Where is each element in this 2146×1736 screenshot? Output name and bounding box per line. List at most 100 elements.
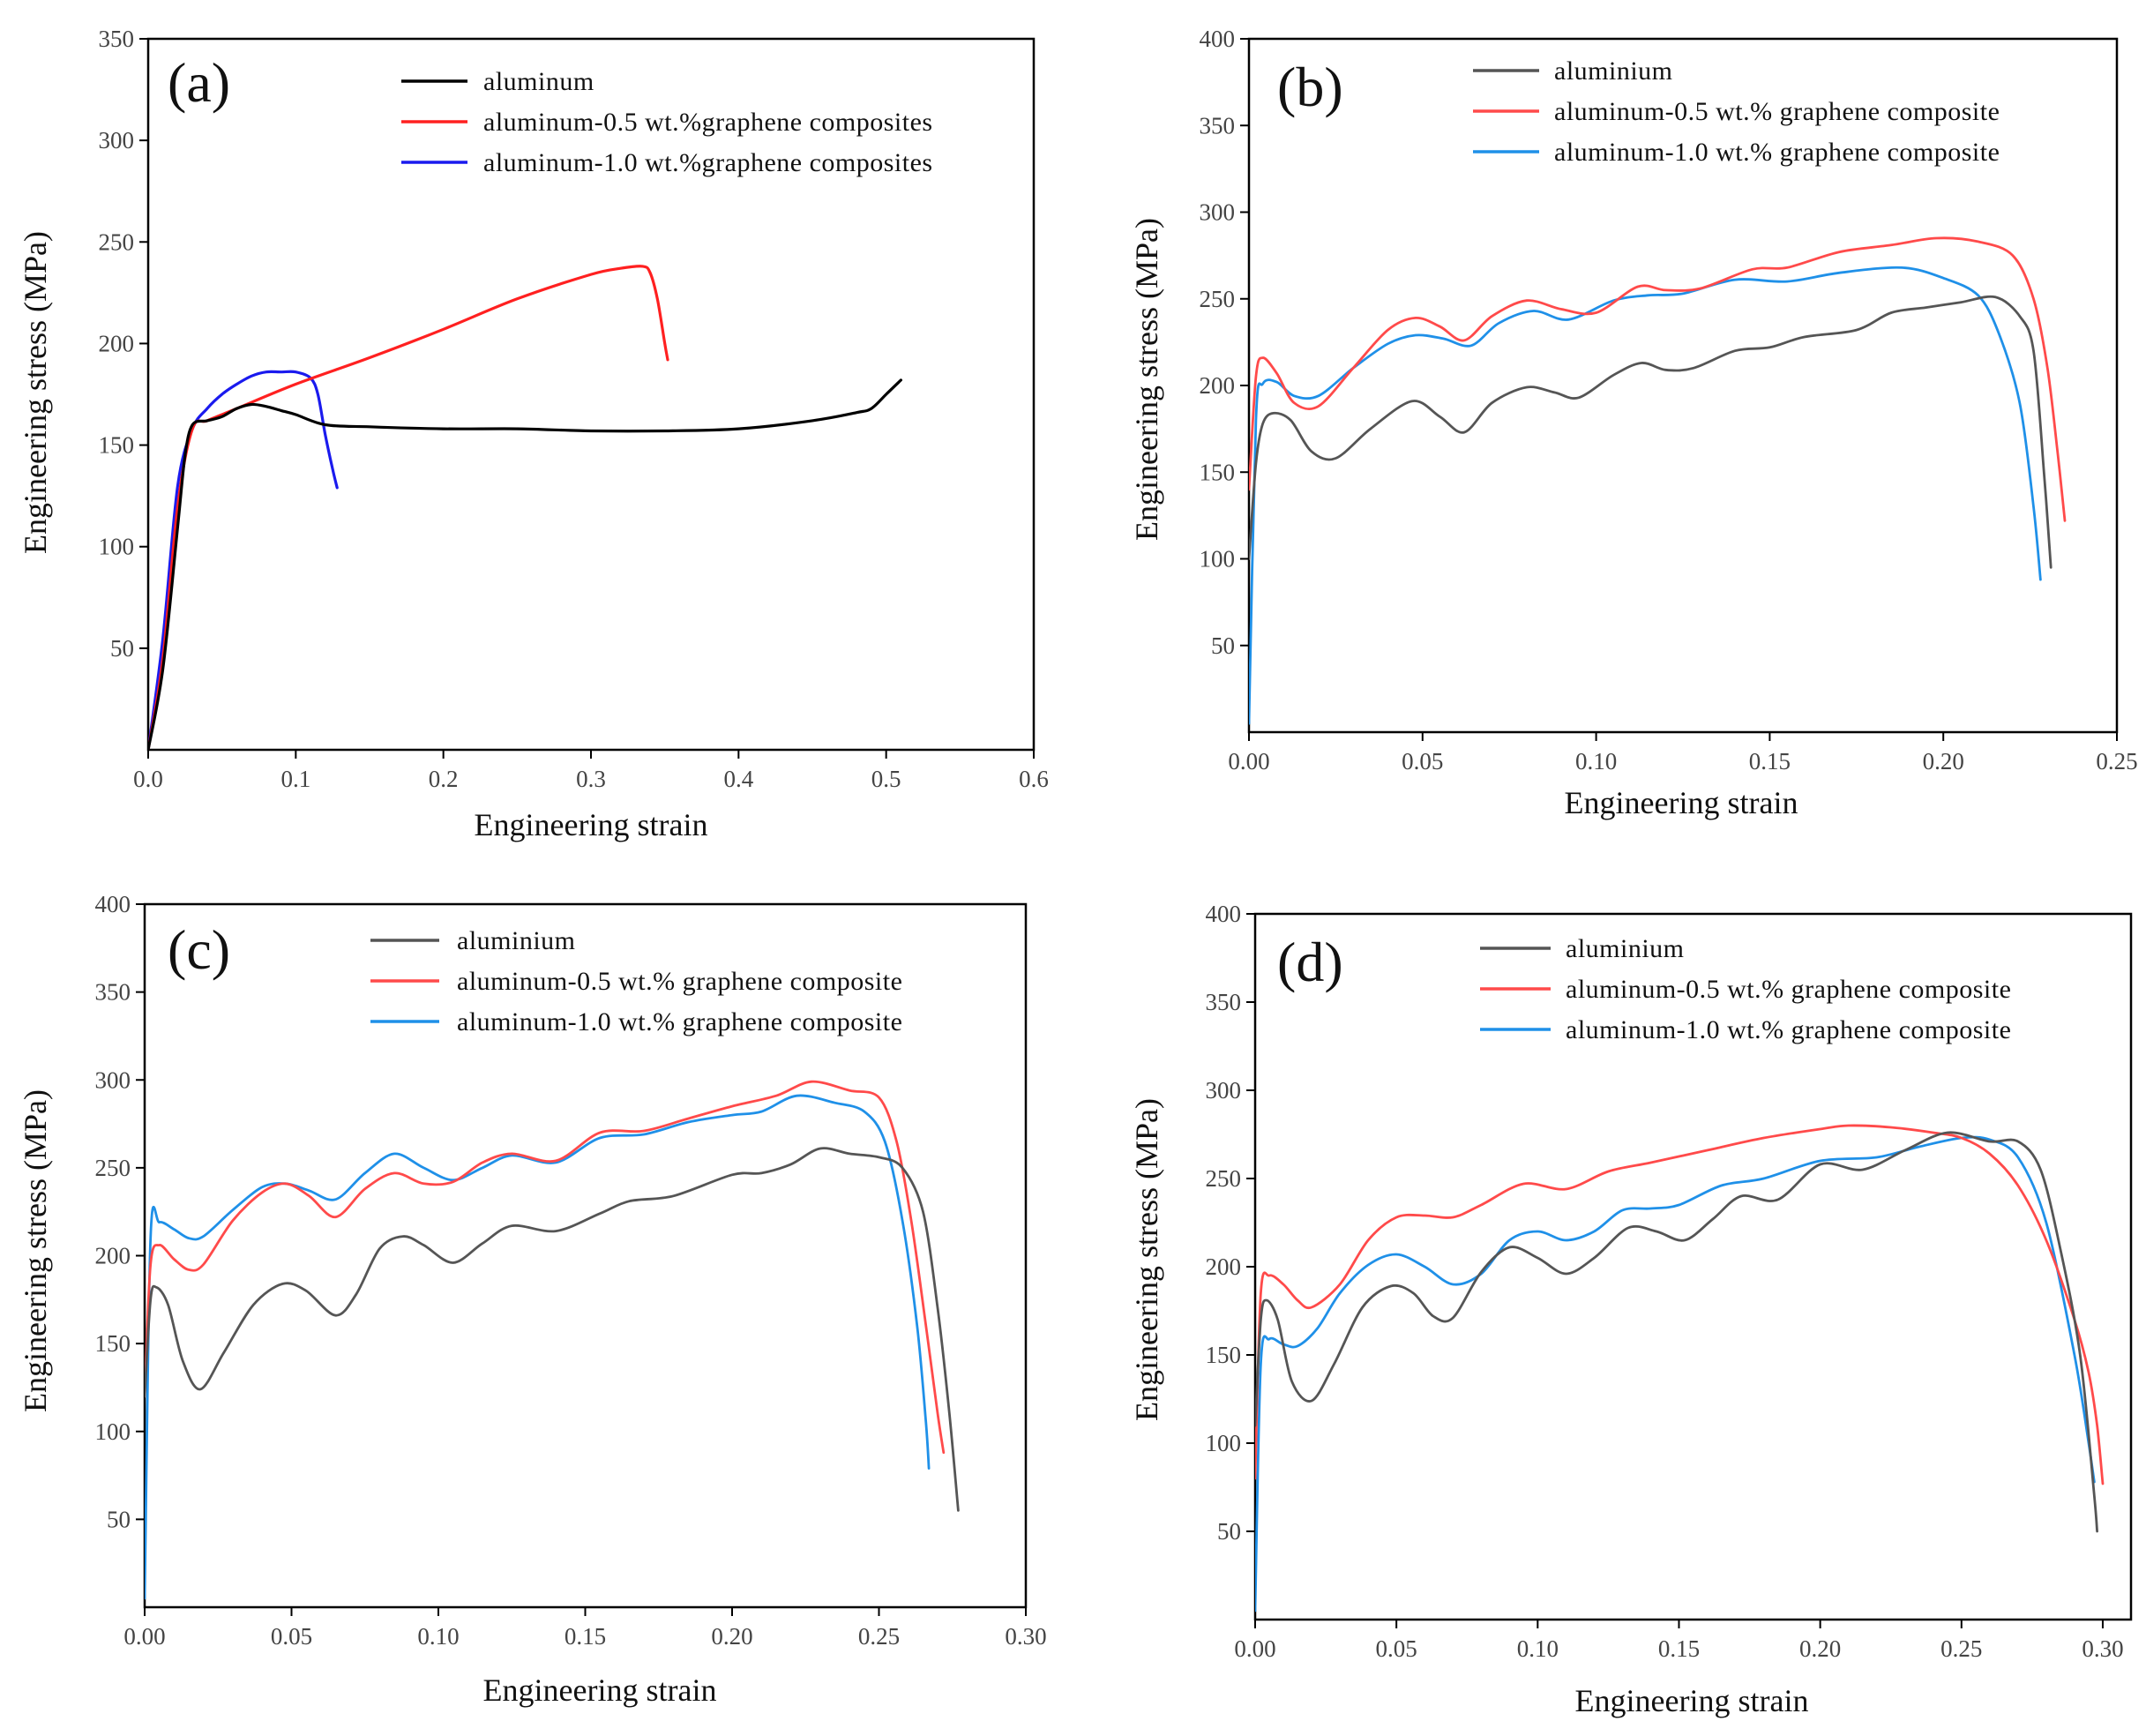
y-tick-label: 200 (1206, 1253, 1242, 1280)
panel-c: 0.00 0.05 0.10 0.15 0.20 0.25 0.30 50 100 150 200 2… (18, 891, 1047, 1708)
series-line (145, 1080, 946, 1455)
series-line (148, 370, 339, 750)
panel-b: 0.00 0.05 0.10 0.15 0.20 0.25 50 100 150 200 250 30… (1129, 26, 2138, 820)
y-tick-label: 300 (95, 1066, 131, 1093)
y-tick-label: 400 (95, 891, 131, 917)
y-tick-label: 400 (1200, 26, 1236, 52)
legend-label: aluminum (483, 67, 594, 96)
y-tick-label: 50 (110, 635, 134, 662)
y-tick-label: 350 (1206, 989, 1242, 1015)
x-tick-label: 0.00 (123, 1623, 165, 1650)
series-line (148, 378, 902, 750)
x-tick-label: 0.10 (417, 1623, 459, 1650)
x-tick-label: 0.3 (576, 766, 606, 792)
x-tick-label: 0.2 (429, 766, 459, 792)
x-tick-label: 0.15 (1658, 1635, 1700, 1662)
x-tick-label: 0.05 (271, 1623, 312, 1650)
x-axis-title: Engineering strain (1575, 1683, 1809, 1718)
panel-label: (a) (168, 51, 230, 114)
series-line (1249, 295, 2053, 569)
series-line (1249, 236, 2067, 522)
panel-label: (d) (1277, 931, 1343, 993)
y-tick-label: 50 (1217, 1518, 1241, 1545)
x-tick-label: 0.6 (1019, 766, 1049, 792)
y-tick-label: 100 (95, 1418, 131, 1445)
series-line (145, 1147, 960, 1512)
y-tick-label: 100 (1200, 546, 1236, 572)
series-line (1255, 1135, 2096, 1613)
x-tick-label: 0.1 (280, 766, 310, 792)
y-tick-label: 250 (1200, 286, 1236, 312)
panel-label: (b) (1277, 56, 1343, 118)
x-axis-title: Engineering strain (483, 1672, 717, 1708)
y-tick-label: 100 (1206, 1430, 1242, 1456)
y-tick-label: 150 (95, 1330, 131, 1357)
y-tick-label: 150 (1200, 459, 1236, 485)
y-tick-label: 200 (99, 330, 135, 356)
x-tick-label: 0.30 (2082, 1635, 2123, 1662)
y-tick-label: 250 (99, 228, 135, 255)
y-tick-label: 100 (99, 534, 135, 560)
x-tick-label: 0.00 (1234, 1635, 1275, 1662)
y-tick-label: 150 (99, 432, 135, 459)
x-tick-label: 0.20 (1923, 748, 1964, 774)
y-tick-label: 300 (99, 127, 135, 153)
panel-d: 0.00 0.05 0.10 0.15 0.20 0.25 0.30 50 100 150 200 2… (1129, 901, 2133, 1718)
legend-label: aluminum-1.0 wt.% graphene composite (457, 1007, 902, 1036)
x-tick-label: 0.25 (858, 1623, 900, 1650)
legend-label: aluminum-1.0 wt.%graphene composites (483, 148, 933, 177)
legend-label: aluminum-0.5 wt.% graphene composite (1554, 97, 2000, 126)
y-tick-label: 50 (1211, 632, 1235, 659)
legend-label: aluminum-0.5 wt.% graphene composite (1566, 975, 2011, 1004)
x-tick-label: 0.15 (565, 1623, 606, 1650)
series-line (1249, 266, 2042, 725)
y-tick-label: 350 (1200, 112, 1236, 138)
x-tick-label: 0.0 (133, 766, 163, 792)
x-tick-label: 0.30 (1005, 1623, 1046, 1650)
x-tick-label: 0.15 (1749, 748, 1791, 774)
y-tick-label: 350 (99, 26, 135, 52)
legend-label: aluminium (1566, 934, 1685, 963)
x-tick-label: 0.5 (871, 766, 901, 792)
legend-label: aluminum-0.5 wt.% graphene composite (457, 967, 902, 996)
x-tick-label: 0.25 (1940, 1635, 1982, 1662)
y-axis-title: Engineering stress (MPa) (1129, 218, 1164, 541)
x-tick-label: 0.05 (1402, 748, 1443, 774)
legend-label: aluminium (457, 926, 576, 955)
panel-a: 0.0 0.1 0.2 0.3 0.4 0.5 0.6 50 100 150 200 250 300 35… (18, 26, 1049, 842)
x-tick-label: 0.20 (1799, 1635, 1841, 1662)
x-tick-label: 0.25 (2096, 748, 2137, 774)
y-axis-title: Engineering stress (MPa) (18, 231, 53, 554)
x-tick-label: 0.10 (1517, 1635, 1559, 1662)
x-tick-label: 0.10 (1575, 748, 1617, 774)
x-tick-label: 0.00 (1228, 748, 1269, 774)
y-tick-label: 50 (107, 1506, 131, 1532)
series-line (148, 265, 669, 750)
x-tick-label: 0.20 (711, 1623, 752, 1650)
y-tick-label: 250 (95, 1155, 131, 1181)
x-axis-title: Engineering strain (475, 807, 708, 842)
legend-label: aluminium (1554, 56, 1673, 86)
y-tick-label: 250 (1206, 1165, 1242, 1192)
y-tick-label: 300 (1206, 1077, 1242, 1104)
y-axis-title: Engineering stress (MPa) (1129, 1098, 1164, 1421)
x-tick-label: 0.05 (1376, 1635, 1417, 1662)
series-line (145, 1094, 931, 1600)
y-tick-label: 350 (95, 979, 131, 1006)
x-tick-label: 0.4 (723, 766, 753, 792)
series-line (1255, 1124, 2105, 1485)
x-axis-title: Engineering strain (1565, 785, 1798, 820)
y-axis-title: Engineering stress (MPa) (18, 1089, 53, 1412)
panel-label: (c) (168, 918, 230, 981)
y-tick-label: 300 (1200, 199, 1236, 226)
y-tick-label: 150 (1206, 1342, 1242, 1368)
plot-frame (146, 37, 1036, 752)
legend-label: aluminum-0.5 wt.%graphene composites (483, 108, 933, 137)
y-tick-label: 400 (1206, 901, 1242, 927)
series-line (1255, 1131, 2098, 1533)
y-tick-label: 200 (95, 1243, 131, 1269)
y-tick-label: 200 (1200, 372, 1236, 399)
legend-label: aluminum-1.0 wt.% graphene composite (1566, 1015, 2011, 1044)
legend-label: aluminum-1.0 wt.% graphene composite (1554, 138, 2000, 167)
